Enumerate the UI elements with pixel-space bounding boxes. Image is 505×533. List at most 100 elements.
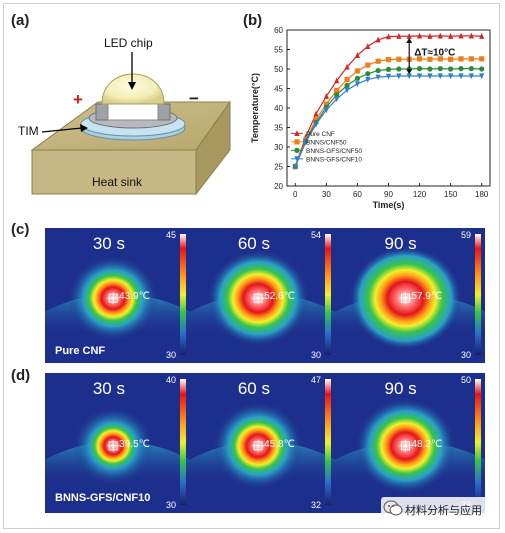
data-point [294, 130, 300, 136]
data-point [468, 32, 474, 39]
heat-sink-side [195, 100, 231, 196]
data-point [375, 67, 381, 74]
legend-entry: BNNS/CNF50 [306, 139, 347, 146]
data-point [396, 66, 402, 72]
y-tick-label: 30 [274, 143, 283, 152]
y-tick-label: 55 [274, 46, 283, 55]
watermark-box [381, 497, 491, 519]
data-point [479, 66, 485, 72]
data-point [437, 32, 443, 39]
time-label: 60 s [237, 379, 270, 398]
x-tick-label: 90 [384, 190, 393, 199]
colorbar-min: 30 [166, 350, 177, 360]
data-point [406, 73, 412, 80]
y-tick-label: 50 [274, 65, 283, 74]
x-tick-label: 120 [413, 190, 427, 199]
led-dome [101, 73, 165, 105]
panel-c-label: (c) [11, 221, 30, 238]
data-point [437, 56, 443, 62]
data-point [406, 33, 412, 39]
data-point [468, 56, 474, 62]
data-point [294, 147, 300, 153]
data-point [427, 33, 433, 39]
heat-sink-label: Heat sink [92, 175, 143, 189]
data-point [375, 74, 381, 81]
thermal-heatmap [190, 373, 335, 513]
data-point [365, 43, 371, 49]
data-point [294, 139, 300, 145]
data-point [334, 87, 340, 94]
data-point [448, 56, 454, 62]
y-tick-label: 20 [274, 182, 283, 191]
time-label: 90 s [384, 379, 417, 398]
spot-temperature: 39.5℃ [119, 438, 150, 450]
spot-temperature: 43.9℃ [119, 291, 150, 303]
data-point [416, 32, 423, 39]
legend-entry: Pure CNF [306, 131, 335, 138]
watermark-text: 材料分析与应用 [405, 504, 482, 517]
data-point [323, 93, 329, 99]
data-point [458, 32, 464, 39]
colorbar-max: 47 [311, 375, 322, 385]
data-point [334, 92, 340, 98]
data-point [334, 96, 340, 103]
delta-t-arrowhead-top [406, 38, 413, 44]
thermal-image [45, 228, 190, 363]
data-point [354, 81, 361, 88]
colorbar-min: 30 [166, 500, 177, 510]
sample-label-pure-cnf: Pure CNF [55, 345, 106, 357]
data-point [396, 73, 402, 80]
y-tick-label: 60 [274, 26, 283, 35]
data-point [334, 77, 340, 84]
data-point [344, 76, 350, 83]
data-point [313, 121, 319, 128]
spot-temperature: 48.2℃ [411, 438, 443, 450]
figure-frame [3, 3, 500, 529]
data-point [354, 52, 361, 58]
data-point [437, 73, 443, 80]
x-tick-label: 0 [293, 190, 298, 199]
data-point [437, 66, 443, 72]
thermal-heatmap [335, 373, 485, 513]
thermal-image [335, 373, 485, 513]
data-point [448, 73, 454, 80]
data-point [313, 117, 319, 123]
thermal-heatmap [335, 228, 485, 363]
data-point [458, 73, 464, 80]
colorbar-max: 40 [166, 375, 177, 385]
led-schematic [30, 52, 231, 196]
thermal-heatmap [45, 228, 190, 363]
data-point [354, 75, 361, 81]
data-point [385, 66, 392, 72]
data-point [323, 107, 329, 114]
data-point [427, 73, 433, 80]
data-point [385, 33, 392, 40]
thermal-heatmap [190, 228, 335, 363]
data-point [323, 101, 329, 107]
y-tick-label: 25 [274, 163, 283, 172]
data-point [354, 68, 361, 74]
thermal-image [335, 228, 485, 363]
x-tick-label: 150 [444, 190, 458, 199]
spot-temperature: 45.8℃ [264, 438, 295, 450]
data-point [396, 56, 402, 62]
data-point [416, 56, 423, 62]
data-point [416, 66, 423, 72]
wechat-icon [383, 500, 403, 516]
data-point [385, 73, 392, 80]
data-point [479, 33, 485, 39]
data-point [292, 163, 298, 170]
colorbar-min: 32 [311, 500, 322, 510]
data-point [294, 156, 300, 163]
data-point [344, 87, 350, 94]
data-point [448, 33, 454, 39]
colorbar-max: 45 [166, 230, 177, 240]
y-tick-label: 40 [274, 104, 283, 113]
legend-entry: BNNS-GFS/CNF50 [306, 148, 362, 155]
time-label: 60 s [237, 234, 270, 253]
thermal-image [45, 373, 190, 513]
panel-b-label: (b) [243, 12, 263, 29]
thermal-heatmap [45, 373, 190, 513]
data-point [375, 58, 381, 64]
delta-t-label: ΔT≈10°C [414, 47, 455, 58]
